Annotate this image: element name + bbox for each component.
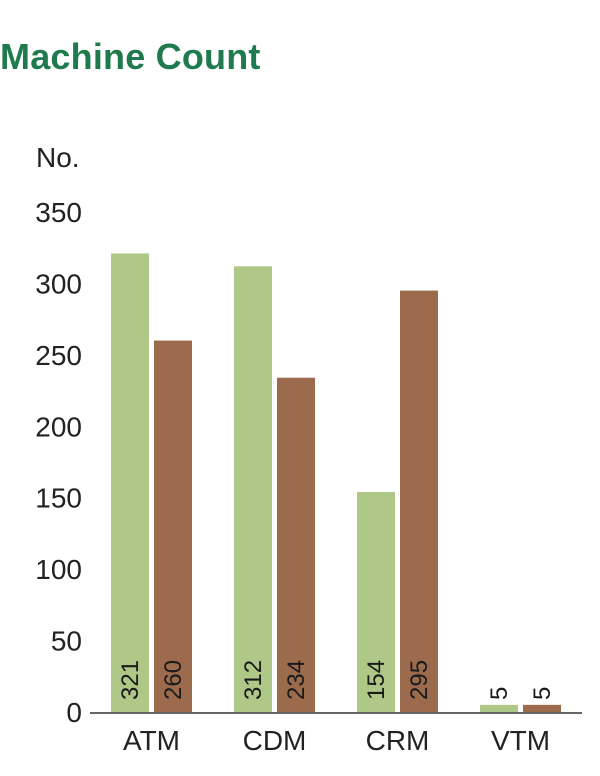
y-tick-label: 0	[66, 697, 82, 728]
bar-value-label: 260	[160, 660, 187, 700]
y-axis-ticks: 0 50 100 150 200 250 300 350	[35, 197, 82, 728]
bar-value-label: 5	[529, 687, 556, 700]
y-tick-label: 200	[35, 411, 82, 442]
bar-crm-series-2	[400, 290, 438, 712]
y-tick-label: 50	[51, 626, 82, 657]
bar-value-label: 5	[486, 687, 513, 700]
y-tick-label: 100	[35, 554, 82, 585]
y-tick-label: 150	[35, 483, 82, 514]
bar-vtm-series-2	[523, 704, 561, 712]
x-category-label: CRM	[366, 725, 430, 756]
bars	[111, 253, 561, 712]
x-category-label: VTM	[491, 725, 550, 756]
y-tick-label: 300	[35, 268, 82, 299]
bar-cdm-series-1	[234, 266, 272, 712]
x-category-label: CDM	[243, 725, 307, 756]
bar-crm-series-1	[357, 492, 395, 712]
bar-cdm-series-2	[277, 377, 315, 712]
x-category-label: ATM	[123, 725, 180, 756]
bar-atm-series-1	[111, 253, 149, 712]
x-axis-category-labels: ATM CDM CRM VTM	[123, 725, 550, 756]
chart-title: Machine Count	[0, 36, 261, 77]
bar-value-label: 154	[363, 660, 390, 700]
bar-value-label: 312	[240, 660, 267, 700]
y-tick-label: 350	[35, 197, 82, 228]
bar-vtm-series-1	[480, 704, 518, 712]
bar-value-labels: 321 312 154 5 260 234 295 5	[117, 660, 556, 700]
y-tick-label: 250	[35, 340, 82, 371]
bar-value-label: 321	[117, 660, 144, 700]
bar-value-label: 295	[406, 660, 433, 700]
bar-atm-series-2	[154, 340, 192, 712]
y-axis-unit-label: No.	[36, 142, 80, 173]
bar-value-label: 234	[283, 660, 310, 700]
